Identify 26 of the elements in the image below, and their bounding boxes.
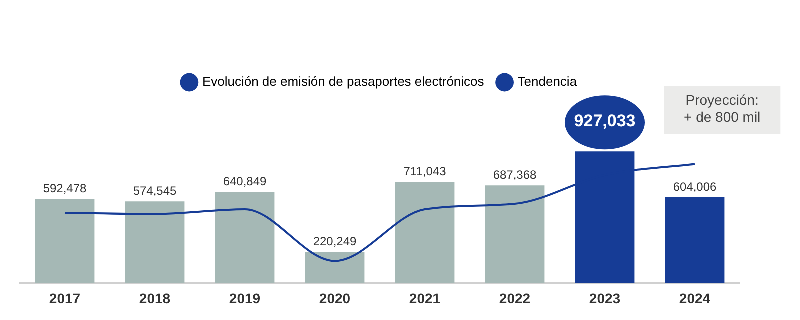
legend-label: Evolución de emisión de pasaportes electrónicos [202, 74, 485, 90]
bar [215, 192, 275, 284]
bar [395, 182, 455, 284]
x-tick-label: 2017 [49, 290, 81, 306]
x-tick-label: 2020 [319, 290, 351, 306]
bar [35, 199, 95, 284]
legend-label: Tendencia [518, 74, 578, 90]
x-tick-label: 2021 [409, 290, 441, 306]
data-label: 927,033 [574, 111, 636, 130]
text: Proyección: + de 800 mil [684, 92, 761, 125]
data-label: 574,545 [133, 184, 178, 198]
data-label: 604,006 [673, 180, 718, 194]
x-tick-label: 2023 [589, 290, 621, 306]
data-label: 711,043 [404, 164, 447, 179]
data-label: 687,368 [493, 168, 538, 182]
bar [485, 186, 545, 284]
data-label: 220,249 [313, 234, 358, 248]
data-label: 592,478 [43, 181, 88, 196]
x-tick-label: 2018 [139, 290, 171, 306]
bar [125, 202, 185, 284]
x-tick-label: 2022 [499, 290, 531, 306]
data-label: 640,849 [223, 174, 268, 189]
x-tick-label: 2024 [679, 290, 711, 306]
bar [665, 197, 725, 284]
x-tick-label: 2019 [229, 290, 261, 306]
bar [305, 252, 365, 284]
